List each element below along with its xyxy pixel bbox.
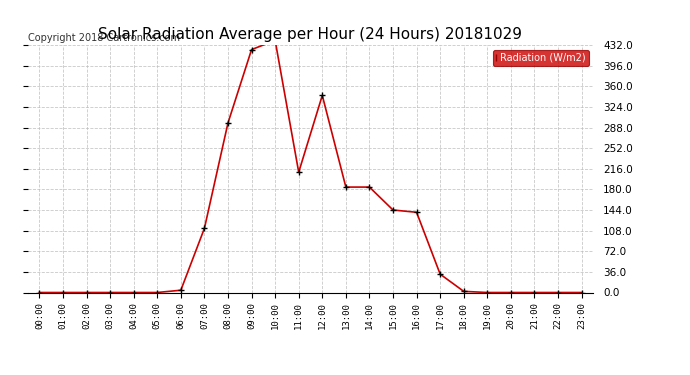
Text: Copyright 2018 Cartronics.com: Copyright 2018 Cartronics.com (28, 33, 179, 42)
Title: Solar Radiation Average per Hour (24 Hours) 20181029: Solar Radiation Average per Hour (24 Hou… (99, 27, 522, 42)
Legend: Radiation (W/m2): Radiation (W/m2) (493, 50, 589, 66)
